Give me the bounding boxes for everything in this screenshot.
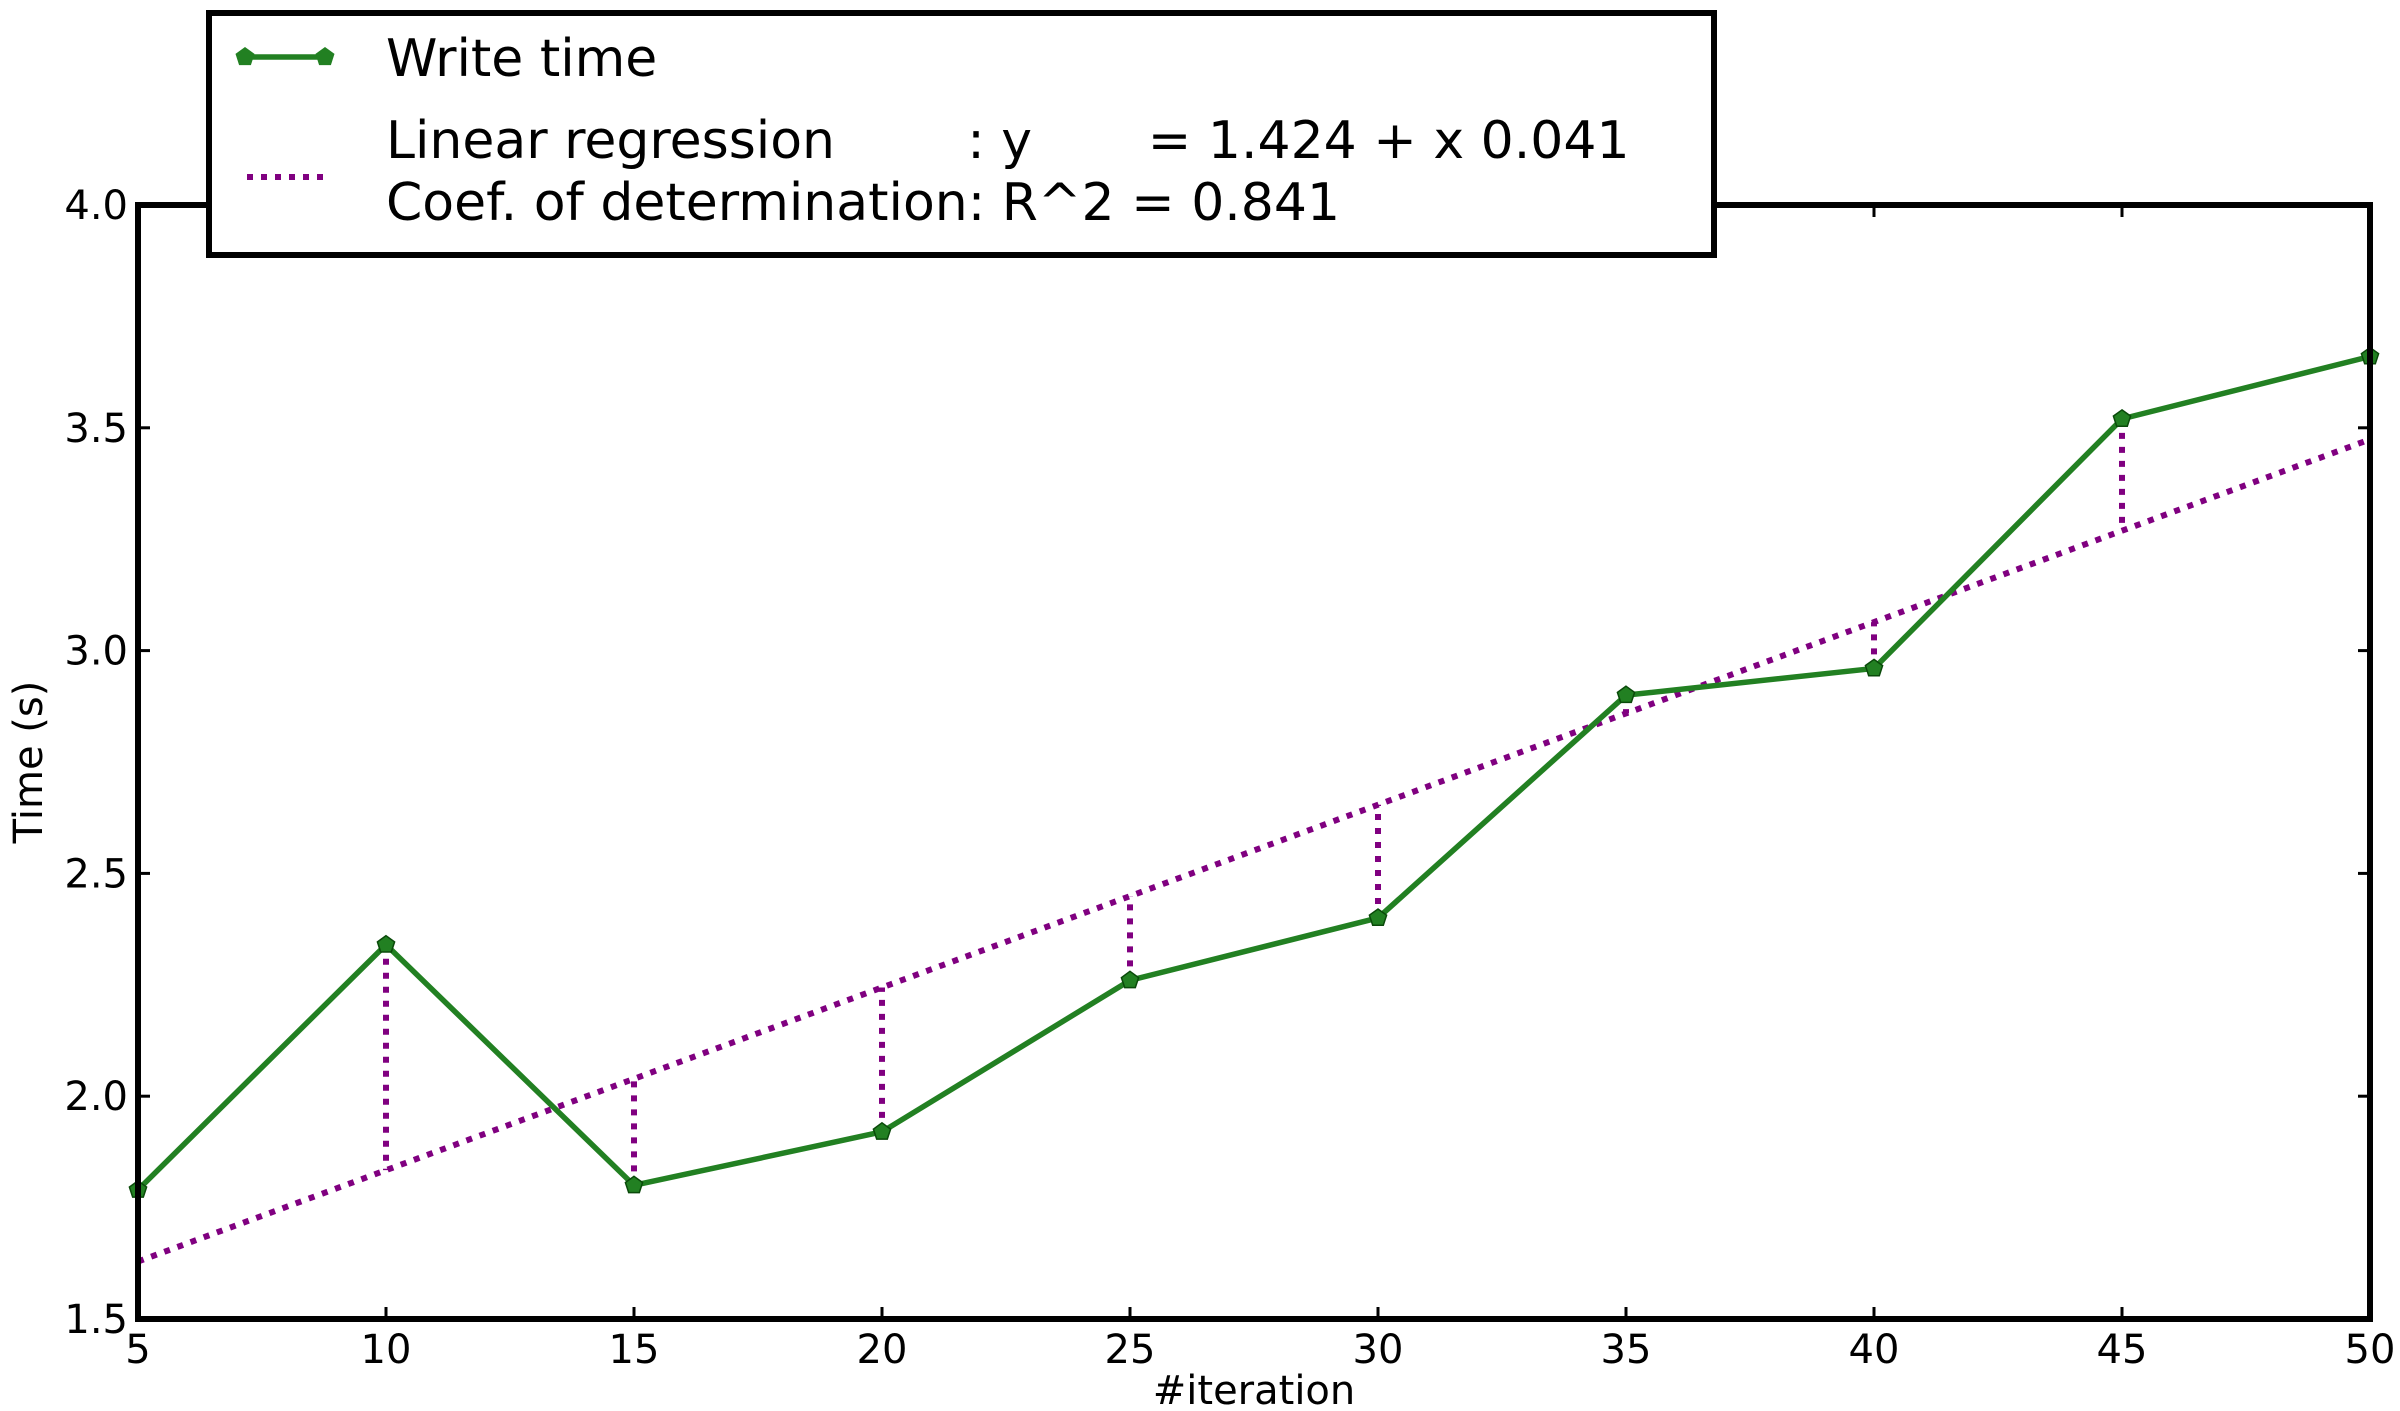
- legend-marker-write-time: [235, 47, 255, 66]
- y-tick-label: 4.0: [64, 183, 128, 229]
- residual-lines: [135, 356, 2373, 1262]
- x-tick-label: 10: [361, 1327, 412, 1373]
- x-tick-label: 35: [1601, 1327, 1652, 1373]
- data-point-marker: [624, 1175, 644, 1194]
- x-tick-label: 30: [1353, 1327, 1404, 1373]
- x-tick-label: 40: [1849, 1327, 1900, 1373]
- data-point-marker: [2112, 408, 2132, 427]
- y-tick-label: 3.5: [64, 406, 128, 452]
- data-point-marker: [1368, 908, 1388, 926]
- x-tick-label: 45: [2097, 1327, 2148, 1373]
- x-tick-label: 25: [1105, 1327, 1156, 1373]
- plot-area: [135, 202, 2373, 1322]
- y-tick-label: 2.5: [64, 851, 128, 897]
- x-tick-label: 5: [125, 1327, 150, 1373]
- data-point-marker: [1120, 970, 1140, 989]
- legend-label-regression: Linear regression : y = 1.424 + x 0.041: [386, 111, 1630, 171]
- x-tick-label: 15: [609, 1327, 660, 1373]
- data-point-marker: [872, 1121, 892, 1140]
- legend-label-determination: Coef. of determination: R^2 = 0.841: [386, 173, 1340, 233]
- legend-marker-write-time: [315, 47, 335, 66]
- y-tick-label: 3.0: [64, 629, 128, 675]
- data-point-marker: [376, 934, 396, 953]
- y-axis-label: Time (s): [6, 681, 52, 845]
- y-tick-label: 1.5: [64, 1297, 128, 1343]
- y-tick-label: 2.0: [64, 1074, 128, 1120]
- legend-box: [206, 10, 1717, 258]
- data-point-marker: [1616, 685, 1636, 704]
- legend-label-write-time: Write time: [386, 29, 657, 89]
- x-axis-label: #iteration: [1153, 1368, 1356, 1411]
- legend: Write time Linear regression : y = 1.424…: [206, 10, 1717, 258]
- y-axis-ticks: 1.5 2.0 2.5 3.0 3.5 4.0: [64, 183, 2370, 1343]
- series-markers: [128, 346, 2380, 1198]
- data-point-marker: [1864, 658, 1884, 677]
- x-tick-label: 50: [2345, 1327, 2396, 1373]
- x-tick-label: 20: [857, 1327, 908, 1373]
- series-line-write-time: [136, 353, 2371, 1192]
- regression-line: [136, 436, 2372, 1265]
- x-axis-ticks: 5 10 15 20 25 30 35 40 45 50: [125, 205, 2395, 1373]
